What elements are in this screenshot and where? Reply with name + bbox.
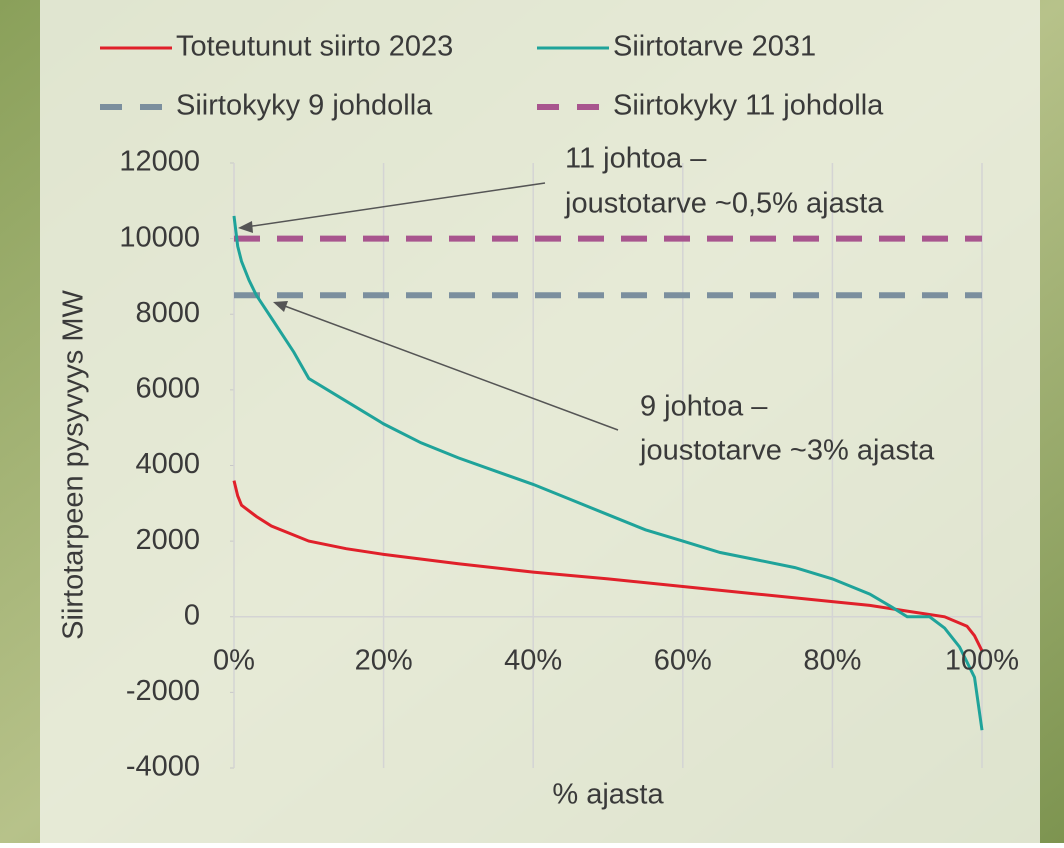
panel: [40, 0, 1040, 843]
legend-label: Siirtotarve 2031: [613, 31, 816, 63]
y-tick-label: -4000: [126, 751, 200, 783]
y-tick-label: 4000: [135, 448, 200, 480]
x-tick-label: 60%: [654, 644, 712, 676]
legend-label: Toteutunut siirto 2023: [176, 31, 453, 63]
y-tick-label: 2000: [135, 524, 200, 556]
y-tick-label: 12000: [119, 146, 200, 178]
x-tick-label: 20%: [355, 644, 413, 676]
x-tick-label: 0%: [213, 644, 255, 676]
y-tick-label: 6000: [135, 373, 200, 405]
legend-label: Siirtokyky 9 johdolla: [176, 90, 433, 122]
y-tick-label: 0: [184, 599, 200, 631]
x-axis-label: % ajasta: [552, 779, 664, 811]
x-tick-label: 40%: [504, 644, 562, 676]
y-tick-label: -2000: [126, 675, 200, 707]
y-tick-label: 10000: [119, 221, 200, 253]
chart: Siirtotarpeen pysyvyys MW % ajasta 11 jo…: [0, 0, 1064, 843]
legend-label: Siirtokyky 11 johdolla: [613, 90, 884, 122]
annotation: joustotarve ~0,5% ajasta: [564, 188, 884, 220]
annotation: 9 johtoa –: [640, 391, 768, 423]
y-tick-label: 8000: [135, 297, 200, 329]
annotation: joustotarve ~3% ajasta: [639, 435, 935, 467]
annotation: 11 johtoa –: [565, 143, 707, 175]
x-tick-label: 100%: [945, 644, 1019, 676]
x-tick-label: 80%: [803, 644, 861, 676]
y-axis-label: Siirtotarpeen pysyvyys MW: [58, 290, 90, 640]
